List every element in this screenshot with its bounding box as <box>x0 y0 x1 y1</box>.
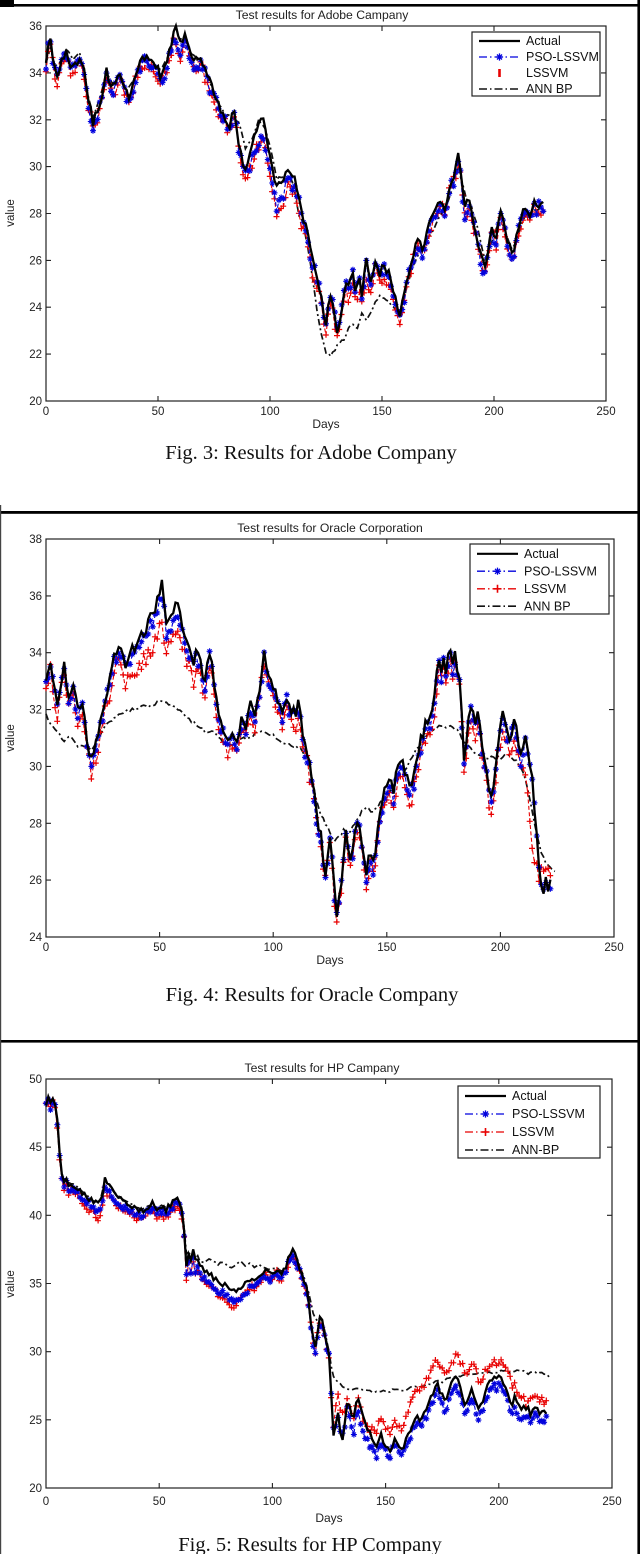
svg-text:36: 36 <box>29 591 42 603</box>
svg-text:32: 32 <box>29 705 42 717</box>
svg-text:40: 40 <box>29 1210 42 1222</box>
svg-text:ANN BP: ANN BP <box>524 600 571 614</box>
svg-text:Test results for HP Campany: Test results for HP Campany <box>245 1061 401 1075</box>
svg-text:0: 0 <box>43 942 49 954</box>
svg-text:28: 28 <box>29 818 42 830</box>
svg-text:PSO-LSSVM: PSO-LSSVM <box>512 1107 585 1121</box>
svg-text:34: 34 <box>29 68 42 80</box>
svg-text:value: value <box>5 1270 17 1298</box>
svg-text:Fig. 4: Results for Oracle Com: Fig. 4: Results for Oracle Company <box>166 984 459 1006</box>
svg-text:20: 20 <box>29 396 42 408</box>
svg-text:24: 24 <box>29 302 42 314</box>
svg-text:50: 50 <box>152 406 165 418</box>
svg-text:PSO-LSSVM: PSO-LSSVM <box>526 50 599 64</box>
svg-text:Days: Days <box>312 417 339 431</box>
svg-text:ANN BP: ANN BP <box>526 82 573 96</box>
svg-text:200: 200 <box>489 1496 508 1508</box>
svg-text:Days: Days <box>316 953 343 967</box>
svg-text:30: 30 <box>29 1347 42 1359</box>
svg-text:Actual: Actual <box>526 34 561 48</box>
svg-text:PSO-LSSVM: PSO-LSSVM <box>524 565 597 579</box>
svg-text:22: 22 <box>29 349 42 361</box>
svg-text:Fig. 3: Results for Adobe Comp: Fig. 3: Results for Adobe Company <box>165 442 457 464</box>
svg-text:value: value <box>5 724 17 752</box>
svg-text:LSSVM: LSSVM <box>512 1125 554 1139</box>
svg-text:50: 50 <box>153 1496 166 1508</box>
svg-text:200: 200 <box>491 942 510 954</box>
svg-text:Actual: Actual <box>512 1089 547 1103</box>
svg-text:0: 0 <box>43 406 49 418</box>
svg-text:Test results for Adobe Campany: Test results for Adobe Campany <box>236 8 410 22</box>
svg-text:ANN-BP: ANN-BP <box>512 1143 559 1157</box>
svg-text:30: 30 <box>29 162 42 174</box>
svg-text:100: 100 <box>260 406 279 418</box>
svg-text:250: 250 <box>602 1496 621 1508</box>
svg-text:Test results for Oracle Corpor: Test results for Oracle Corporation <box>237 521 423 535</box>
svg-text:0: 0 <box>43 1496 49 1508</box>
svg-text:28: 28 <box>29 209 42 221</box>
svg-text:35: 35 <box>29 1279 42 1291</box>
svg-text:250: 250 <box>604 942 623 954</box>
svg-text:200: 200 <box>484 406 503 418</box>
svg-text:26: 26 <box>29 875 42 887</box>
svg-text:150: 150 <box>376 1496 395 1508</box>
svg-text:Actual: Actual <box>524 547 559 561</box>
svg-text:100: 100 <box>264 942 283 954</box>
svg-text:150: 150 <box>377 942 396 954</box>
svg-text:100: 100 <box>263 1496 282 1508</box>
svg-text:Days: Days <box>315 1511 342 1525</box>
svg-text:250: 250 <box>596 406 615 418</box>
svg-text:34: 34 <box>29 648 42 660</box>
svg-text:value: value <box>5 199 17 227</box>
svg-text:50: 50 <box>153 942 166 954</box>
svg-text:32: 32 <box>29 115 42 127</box>
svg-text:Fig. 5: Results for HP Company: Fig. 5: Results for HP Company <box>178 1534 442 1554</box>
svg-text:50: 50 <box>29 1074 42 1086</box>
svg-text:45: 45 <box>29 1142 42 1154</box>
svg-text:25: 25 <box>29 1415 42 1427</box>
svg-text:150: 150 <box>372 406 391 418</box>
svg-text:LSSVM: LSSVM <box>524 582 566 596</box>
svg-text:38: 38 <box>29 534 42 546</box>
svg-text:24: 24 <box>29 932 42 944</box>
svg-text:LSSVM: LSSVM <box>526 66 568 80</box>
svg-text:30: 30 <box>29 761 42 773</box>
svg-text:26: 26 <box>29 255 42 267</box>
svg-text:20: 20 <box>29 1483 42 1495</box>
svg-text:36: 36 <box>29 21 42 33</box>
